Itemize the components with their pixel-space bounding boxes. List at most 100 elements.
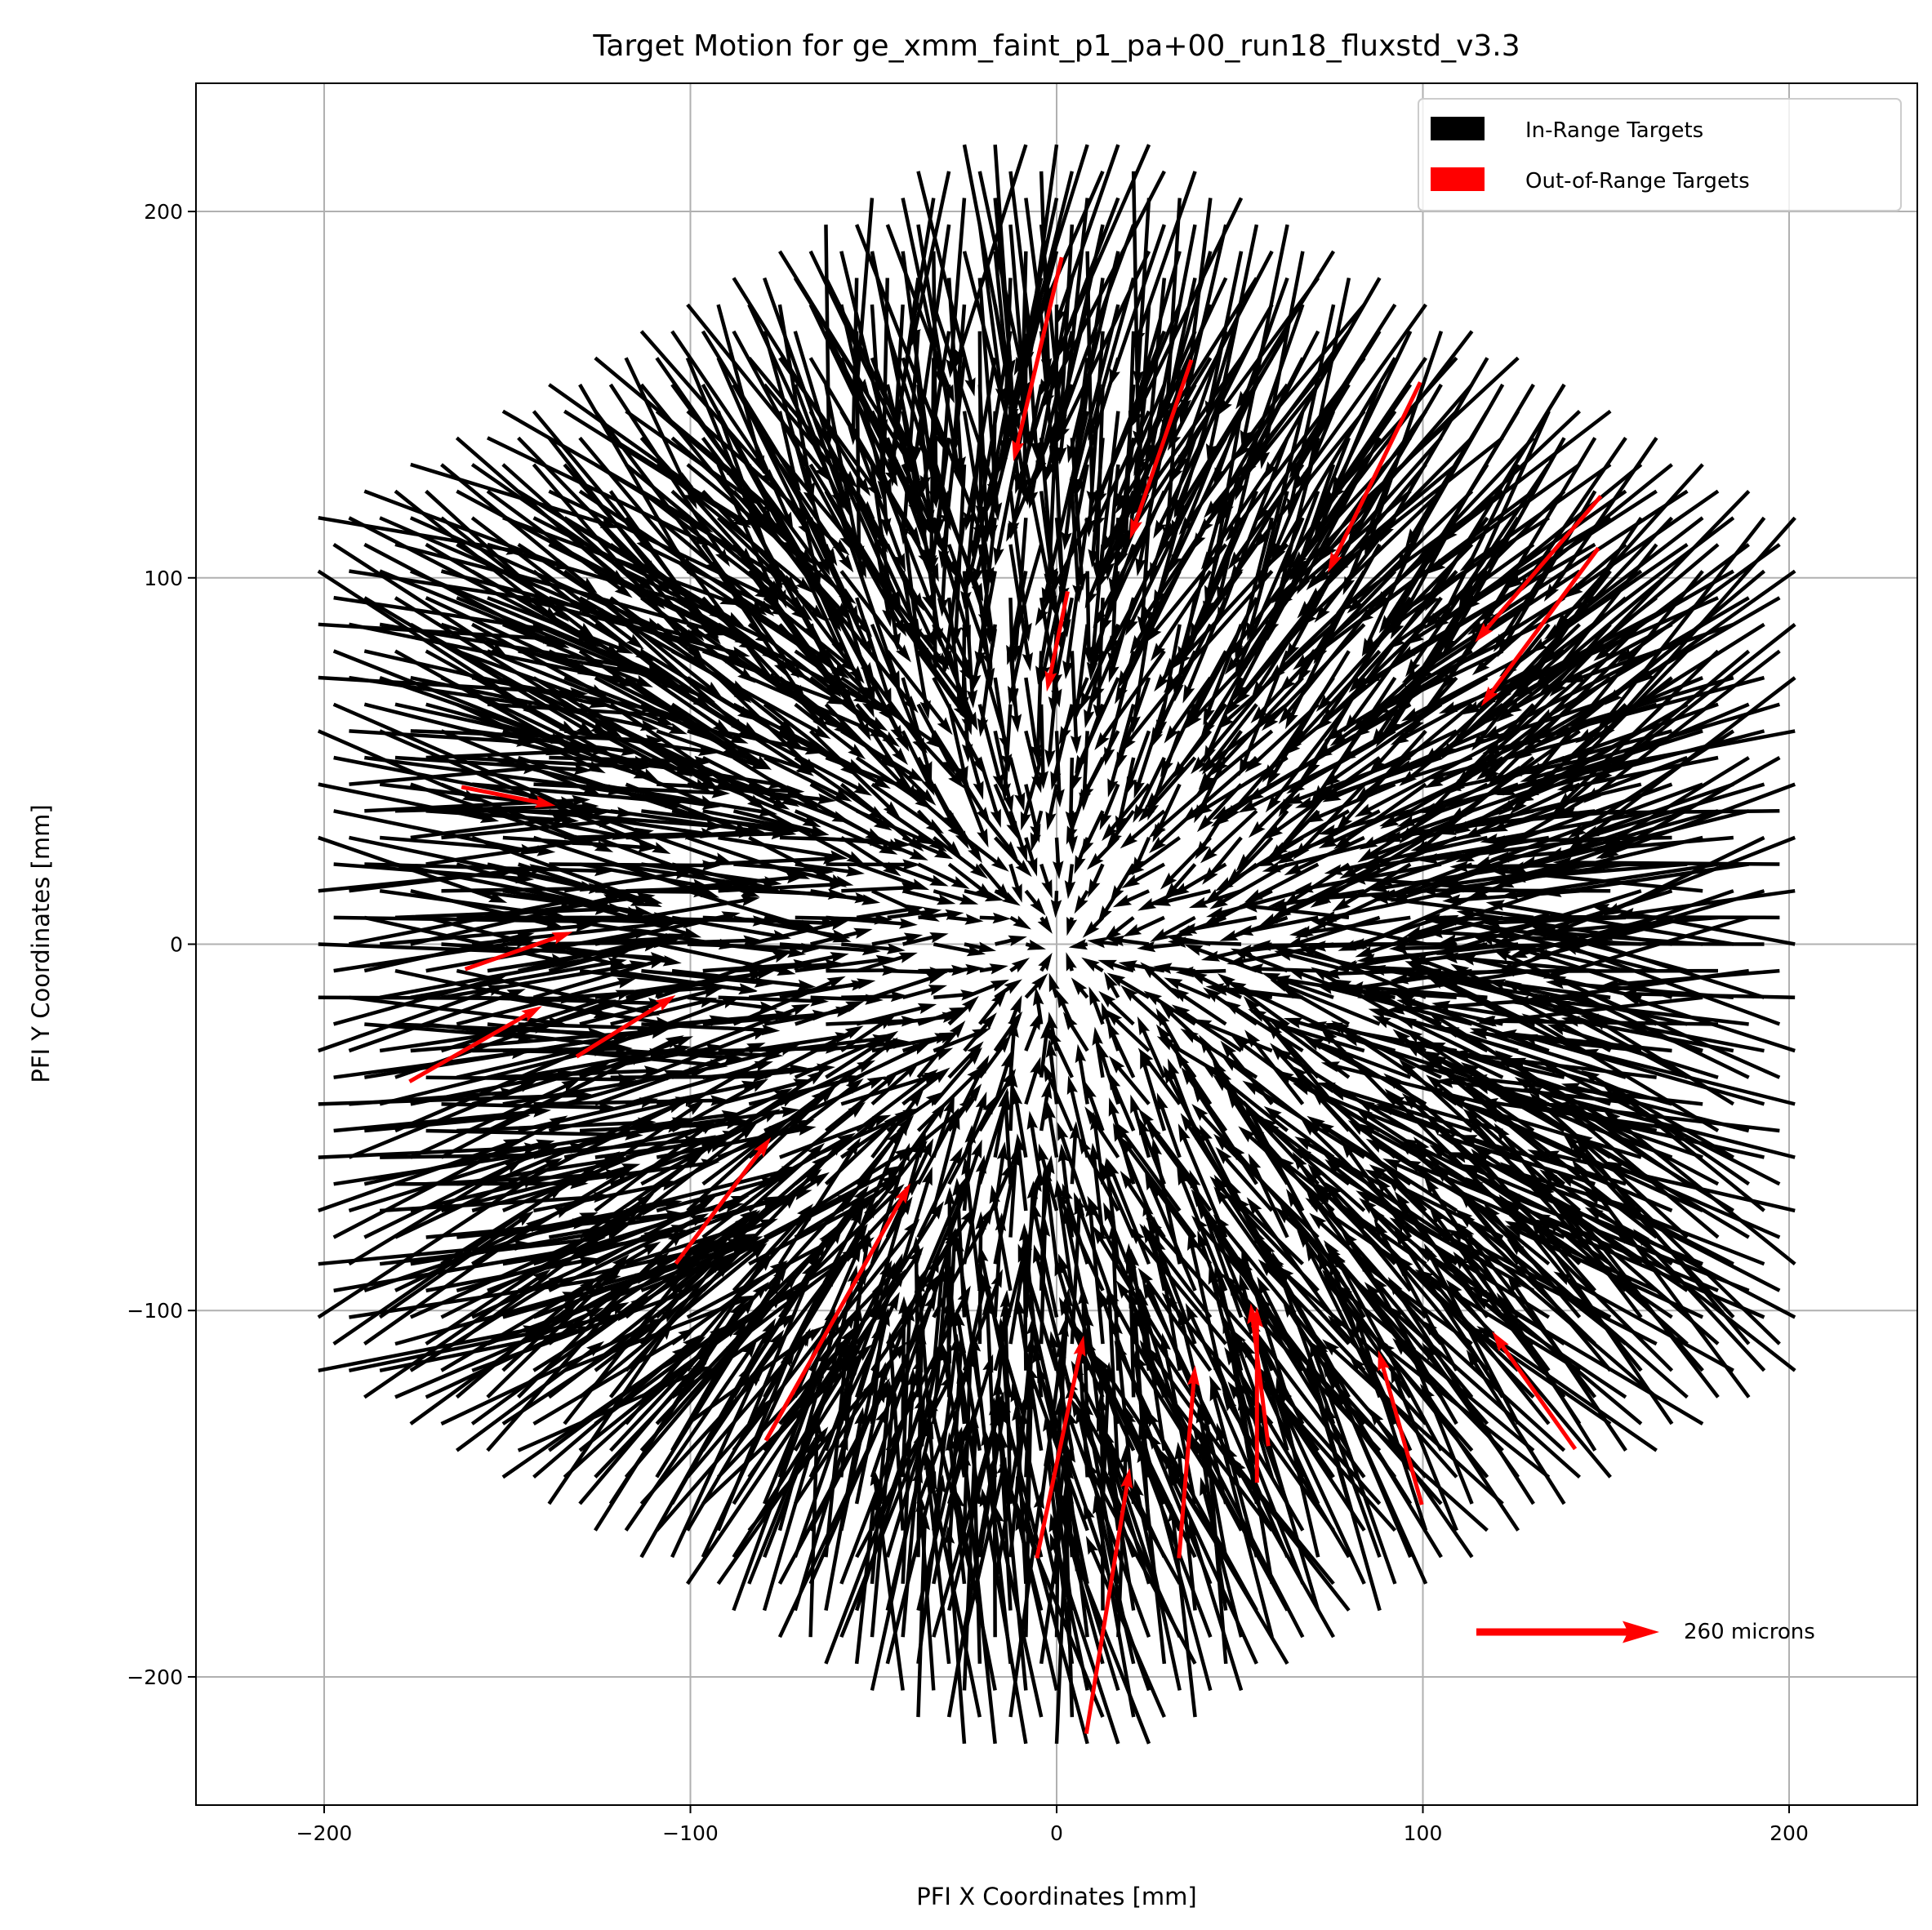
in-range-arrow <box>1217 277 1320 416</box>
in-range-arrow <box>440 569 697 639</box>
in-range-arrow <box>701 330 801 491</box>
in-range-arrow <box>997 1430 1028 1691</box>
in-range-arrow <box>1204 251 1244 420</box>
in-range-arrow <box>440 1317 666 1426</box>
in-range-arrow <box>886 809 947 852</box>
in-range-arrow <box>380 1191 612 1213</box>
in-range-arrow <box>1156 1036 1227 1079</box>
in-range-arrow <box>1097 1042 1120 1105</box>
in-range-arrow <box>1143 990 1196 1026</box>
in-range-arrow <box>810 889 881 905</box>
in-range-arrow <box>778 782 884 842</box>
in-range-arrow <box>902 985 947 999</box>
in-range-arrow <box>1088 863 1105 898</box>
in-range-arrow <box>348 989 526 1053</box>
in-range-arrow <box>1133 757 1166 823</box>
in-range-arrow <box>886 1101 947 1185</box>
in-range-arrow <box>994 836 1032 878</box>
in-range-arrow <box>394 649 581 754</box>
in-range-arrow <box>379 729 545 803</box>
in-range-arrow <box>1023 144 1089 351</box>
in-range-arrow <box>624 357 697 509</box>
out-of-range-arrow <box>1475 495 1603 643</box>
in-range-arrow <box>1257 1276 1320 1399</box>
in-range-arrow <box>1088 277 1136 442</box>
y-tick-label: 100 <box>144 567 183 590</box>
in-range-arrow <box>687 835 811 879</box>
in-range-arrow <box>1274 950 1350 973</box>
in-range-arrow <box>487 1035 684 1132</box>
in-range-arrow <box>1354 703 1474 803</box>
in-range-arrow <box>318 1325 542 1372</box>
in-range-arrow <box>977 757 1001 828</box>
in-range-arrow <box>1449 1152 1642 1213</box>
in-range-arrow <box>1008 1336 1036 1558</box>
in-range-arrow <box>1108 1071 1136 1132</box>
in-range-arrow <box>1048 224 1105 465</box>
in-range-arrow <box>1199 702 1289 772</box>
in-range-arrow <box>1130 1094 1151 1158</box>
in-range-arrow <box>1235 915 1319 936</box>
in-range-arrow <box>825 1177 897 1239</box>
in-range-arrow <box>840 1072 943 1106</box>
in-range-arrow <box>885 1332 905 1531</box>
in-range-arrow <box>1270 1043 1351 1132</box>
chart-title: Target Motion for ge_xmm_faint_p1_pa+00_… <box>592 29 1520 63</box>
in-range-arrow <box>1039 1080 1053 1132</box>
in-range-arrow <box>456 968 661 1017</box>
in-range-arrow <box>1276 1156 1381 1239</box>
in-range-arrow <box>1137 1047 1182 1105</box>
in-range-arrow <box>409 622 609 736</box>
in-range-arrow <box>946 278 966 475</box>
in-range-arrow <box>1075 677 1120 774</box>
in-range-arrow <box>716 1203 818 1319</box>
in-range-arrow <box>625 1061 773 1106</box>
in-range-arrow <box>1024 889 1046 916</box>
in-range-arrow <box>1182 756 1258 823</box>
in-range-arrow <box>1124 1256 1137 1398</box>
in-range-arrow <box>656 942 796 976</box>
in-range-arrow <box>641 968 773 988</box>
in-range-arrow <box>1171 304 1244 539</box>
in-range-arrow <box>379 516 617 620</box>
in-range-arrow <box>1302 1037 1381 1079</box>
in-range-arrow <box>1278 596 1382 724</box>
in-range-arrow <box>870 1274 940 1372</box>
y-tick-label: 200 <box>144 200 183 224</box>
in-range-arrow <box>808 1267 870 1372</box>
in-range-arrow <box>1039 1155 1055 1238</box>
in-range-arrow <box>1128 1226 1227 1345</box>
in-range-arrow <box>763 809 866 865</box>
in-range-arrow <box>982 1296 997 1478</box>
in-range-arrow <box>456 702 606 774</box>
in-range-arrow <box>901 518 922 647</box>
in-range-arrow <box>317 729 481 803</box>
in-range-arrow <box>1280 383 1413 574</box>
in-range-arrow <box>1066 916 1078 936</box>
in-range-arrow <box>1391 915 1503 945</box>
in-range-arrow <box>701 437 842 623</box>
in-range-arrow <box>349 763 541 786</box>
in-range-arrow <box>855 1069 938 1132</box>
in-range-arrow <box>1050 891 1062 918</box>
in-range-arrow <box>379 676 541 734</box>
in-range-arrow <box>471 835 662 907</box>
in-range-arrow <box>455 436 627 586</box>
in-range-arrow <box>502 1229 697 1266</box>
in-range-arrow <box>901 1367 918 1584</box>
in-range-arrow <box>1316 1082 1473 1133</box>
legend-label-in-range: In-Range Targets <box>1525 118 1703 143</box>
in-range-arrow <box>1507 862 1688 883</box>
in-range-arrow <box>671 862 780 892</box>
in-range-arrow <box>901 1167 933 1265</box>
in-range-arrow <box>655 357 775 527</box>
in-range-arrow <box>1037 915 1053 934</box>
in-range-arrow <box>1530 517 1643 683</box>
in-range-arrow <box>1124 1243 1136 1345</box>
in-range-arrow <box>901 1096 977 1159</box>
in-range-arrow <box>1024 1316 1038 1478</box>
in-range-arrow <box>840 836 901 877</box>
x-axis-label: PFI X Coordinates [mm] <box>916 1883 1196 1910</box>
in-range-arrow <box>1425 383 1566 611</box>
in-range-arrow <box>994 979 1022 999</box>
